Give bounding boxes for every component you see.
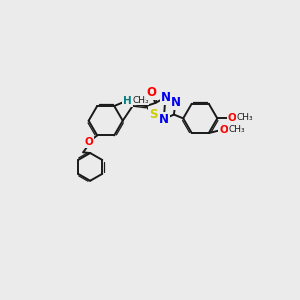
Text: N: N	[170, 97, 181, 110]
Text: H: H	[123, 96, 132, 106]
Text: O: O	[228, 113, 236, 123]
Text: O: O	[123, 96, 132, 106]
Text: CH₃: CH₃	[228, 125, 245, 134]
Text: N: N	[159, 113, 169, 126]
Text: O: O	[84, 137, 93, 147]
Text: N: N	[160, 91, 170, 104]
Text: O: O	[219, 125, 228, 135]
Text: S: S	[149, 108, 157, 121]
Text: CH₃: CH₃	[132, 96, 149, 105]
Text: CH₃: CH₃	[237, 113, 253, 122]
Text: O: O	[146, 86, 156, 100]
